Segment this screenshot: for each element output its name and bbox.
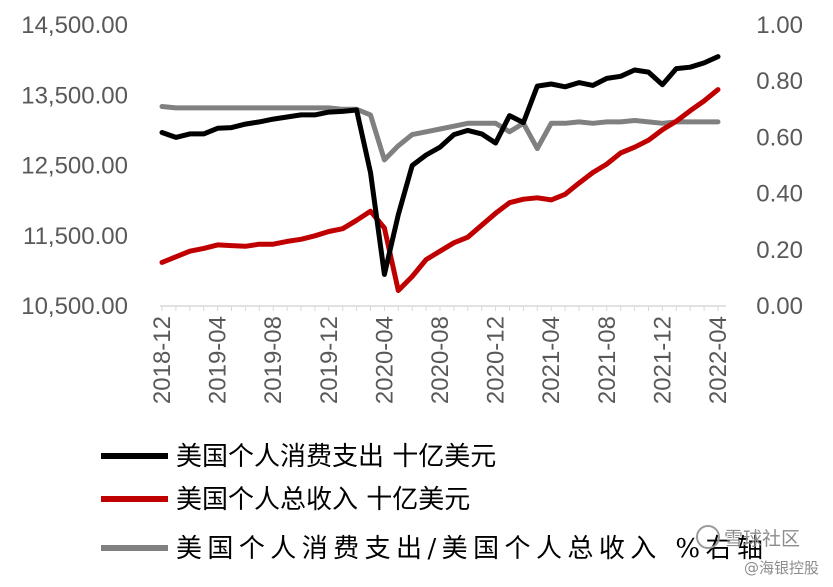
- legend-item: 美国个人消费支出 十亿美元: [101, 442, 496, 472]
- x-axis-tick-label: 2022-04: [705, 316, 732, 404]
- right-axis-tick-label: 0.80: [756, 68, 803, 95]
- left-axis-tick-labels: 14,500.00 13,500.00 12,500.00 11,500.00 10,5…: [21, 12, 128, 320]
- x-axis-tick-label: 2019-08: [260, 316, 287, 404]
- left-axis-tick-label: 10,500.00: [21, 293, 128, 320]
- watermark-text: 雪球社区: [724, 528, 800, 550]
- legend-item: 美国个人总收入 十亿美元: [101, 485, 470, 515]
- left-axis-tick-label: 14,500.00: [21, 12, 128, 39]
- right-axis-tick-label: 0.00: [756, 293, 803, 320]
- legend-label: 美国个人消费支出/美国个人总收入 %右轴: [176, 534, 763, 564]
- watermark: 雪球社区 @海银控股: [696, 525, 819, 577]
- x-axis-tick-label: 2020-08: [427, 316, 454, 404]
- x-axis-tick-label: 2019-04: [205, 316, 232, 404]
- x-axis-tick-label: 2019-12: [316, 316, 343, 404]
- x-axis-tick-label: 2021-12: [649, 316, 676, 404]
- series-lines: [159, 54, 721, 293]
- x-axis-tick-label: 2021-08: [594, 316, 621, 404]
- snowball-logo-icon: [696, 525, 720, 549]
- x-axis-tick-label: 2021-04: [538, 316, 565, 404]
- x-axis-ticks: [161, 306, 719, 311]
- x-axis-tick-label: 2020-04: [371, 316, 398, 404]
- x-axis-tick-label: 2018-12: [149, 316, 176, 404]
- right-axis-tick-label: 1.00: [756, 12, 803, 39]
- left-axis-tick-label: 12,500.00: [21, 153, 128, 180]
- series-line-1: [159, 54, 721, 277]
- x-axis-tick-label: 2020-12: [483, 316, 510, 404]
- right-axis-tick-label: 0.40: [756, 181, 803, 208]
- right-axis-tick-label: 0.20: [756, 237, 803, 264]
- watermark-handle: @海银控股: [744, 559, 819, 577]
- series-line-2: [159, 87, 721, 293]
- left-axis-tick-label: 11,500.00: [23, 223, 128, 250]
- left-axis-tick-label: 13,500.00: [21, 82, 128, 109]
- right-axis-tick-labels: 1.00 0.80 0.60 0.40 0.20 0.00: [756, 12, 803, 320]
- x-axis-tick-labels: 2018-12 2019-04 2019-08 2019-12 2020-04 2020-…: [149, 316, 732, 404]
- legend-label: 美国个人总收入 十亿美元: [176, 485, 470, 515]
- right-axis-tick-label: 0.60: [756, 124, 803, 151]
- legend-item: 美国个人消费支出/美国个人总收入 %右轴: [101, 534, 763, 564]
- series-line-3: [159, 104, 721, 163]
- legend-label: 美国个人消费支出 十亿美元: [176, 442, 496, 472]
